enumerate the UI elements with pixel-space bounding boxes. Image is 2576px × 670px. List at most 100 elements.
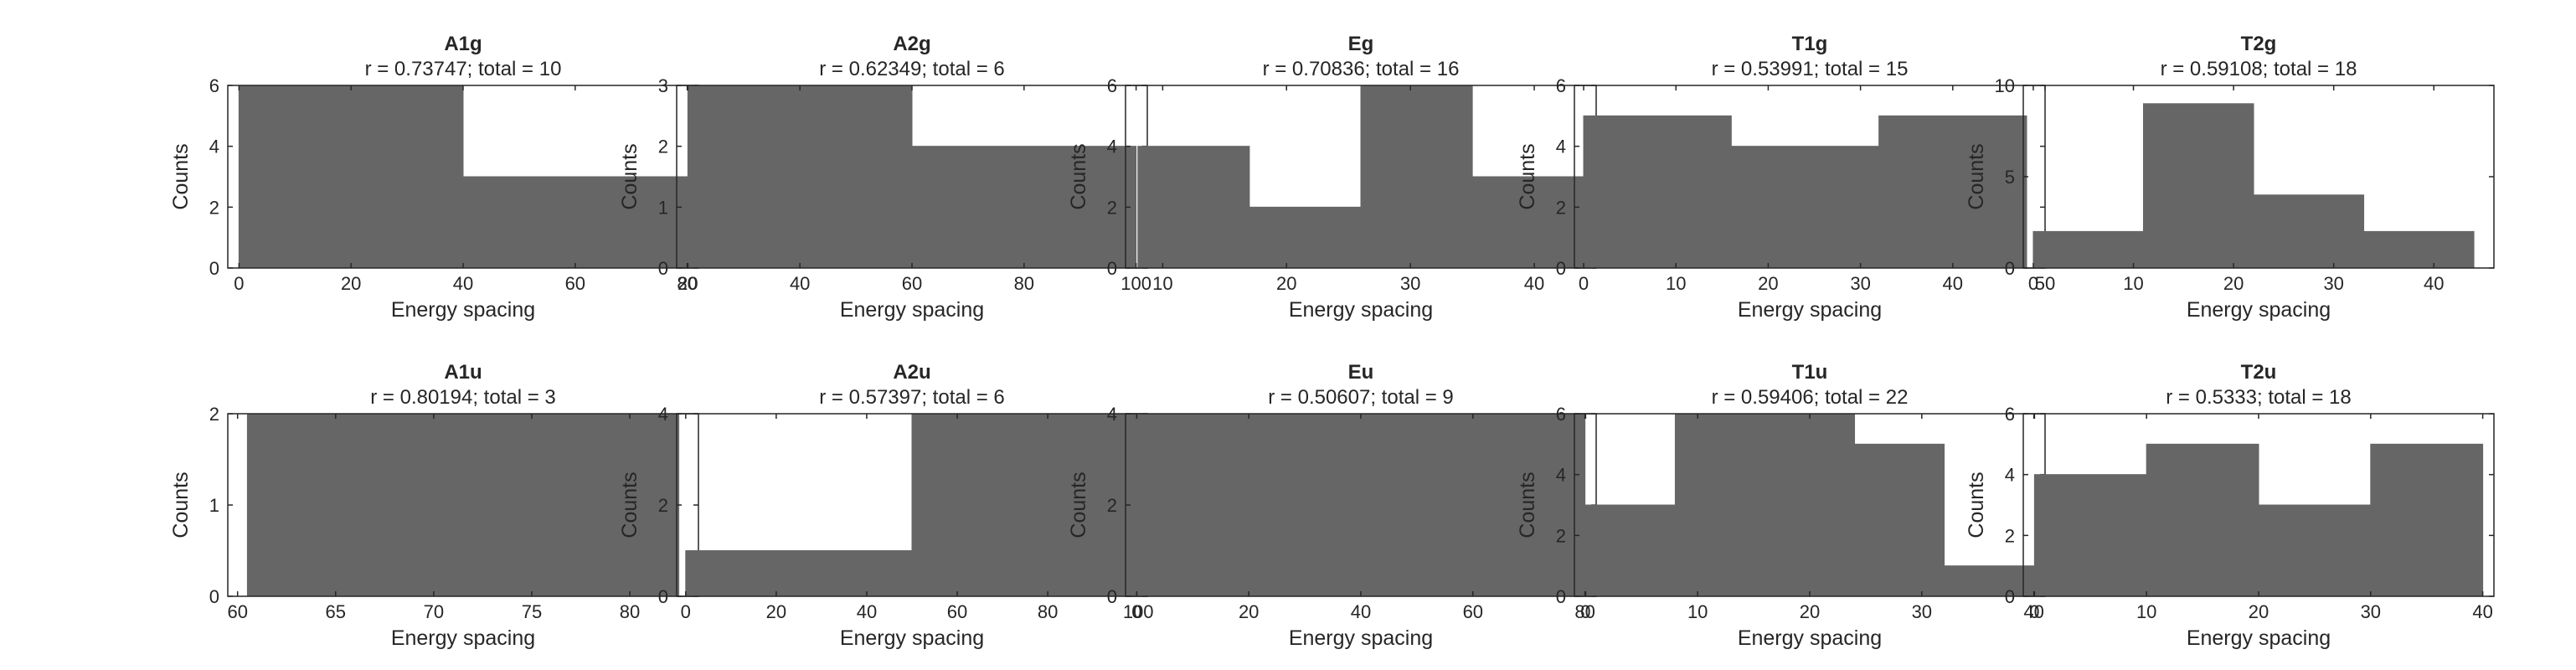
x-tick-label: 40 xyxy=(453,273,473,294)
subplot-title: T1u xyxy=(1792,361,1828,384)
y-axis-label: Counts xyxy=(1516,143,1539,209)
x-tick-label: 40 xyxy=(2472,601,2492,622)
x-tick-label: 20 xyxy=(1800,601,1820,622)
y-tick-label: 2 xyxy=(658,495,668,516)
x-tick-label: 60 xyxy=(902,273,922,294)
y-axis-label: Counts xyxy=(169,143,193,209)
histogram-bar xyxy=(1854,443,1945,597)
x-tick-label: 20 xyxy=(1276,273,1296,294)
y-tick-label: 0 xyxy=(1556,586,1566,607)
histogram-bar xyxy=(2033,474,2147,597)
y-tick-label: 2 xyxy=(209,404,219,425)
subplot-subtitle: r = 0.62349; total = 6 xyxy=(819,58,1005,80)
y-tick-label: 1 xyxy=(209,495,219,516)
subplot-title: A1g xyxy=(444,33,482,55)
x-tick-label: 10 xyxy=(2136,601,2156,622)
subplot-title: T1g xyxy=(1792,33,1828,55)
y-tick-label: 2 xyxy=(1556,197,1566,218)
y-tick-label: 2 xyxy=(1556,525,1566,546)
x-tick-label: 20 xyxy=(1239,601,1259,622)
x-tick-label: 20 xyxy=(341,273,361,294)
y-axis-label: Counts xyxy=(1516,472,1539,538)
histogram-bar xyxy=(1137,146,1250,269)
x-tick-label: 40 xyxy=(1351,601,1371,622)
x-tick-label: 10 xyxy=(2123,273,2143,294)
y-tick-label: 0 xyxy=(209,258,219,279)
subplot-t2g: 0 10 20 30 40 0 5 10 T2g r = 0.59108; total = 18 E… xyxy=(1965,33,2495,322)
subplot-title: A2g xyxy=(893,33,930,55)
histogram-bar xyxy=(246,413,680,597)
histogram-bar xyxy=(911,413,1139,597)
y-axis-label: Counts xyxy=(169,472,193,538)
y-tick-label: 4 xyxy=(1107,137,1117,157)
histogram-bar xyxy=(1360,85,1473,269)
x-axis-label: Energy spacing xyxy=(840,298,984,322)
x-tick-label: 40 xyxy=(1943,273,1963,294)
y-tick-label: 0 xyxy=(1107,258,1117,279)
y-axis-label: Counts xyxy=(618,143,641,209)
x-tick-label: 60 xyxy=(227,601,247,622)
subplot-subtitle: r = 0.59406; total = 22 xyxy=(1712,386,1909,409)
histogram-bar xyxy=(1944,565,2035,597)
x-tick-label: 20 xyxy=(2223,273,2244,294)
subplot-title: Eu xyxy=(1348,361,1374,384)
x-tick-label: 20 xyxy=(2249,601,2269,622)
x-tick-label: 80 xyxy=(620,601,640,622)
y-axis-label: Counts xyxy=(618,472,641,538)
histogram-bar xyxy=(685,550,913,597)
x-tick-label: 100 xyxy=(1121,273,1151,294)
x-tick-label: 60 xyxy=(947,601,967,622)
histogram-bar xyxy=(1249,206,1362,269)
histogram-bar xyxy=(1583,115,1732,269)
x-tick-label: 10 xyxy=(1152,273,1172,294)
histogram-bar xyxy=(1584,504,1676,597)
histogram-bar xyxy=(1674,413,1765,597)
histogram-bar xyxy=(462,176,688,269)
y-tick-label: 4 xyxy=(1556,137,1566,157)
x-tick-label: 30 xyxy=(1912,601,1932,622)
x-tick-label: 0 xyxy=(681,601,691,622)
histogram-bar xyxy=(1764,413,1856,597)
subplot-subtitle: r = 0.70836; total = 16 xyxy=(1263,58,1460,80)
x-tick-label: 0 xyxy=(1579,273,1589,294)
y-axis-label: Counts xyxy=(1965,143,1988,209)
y-tick-label: 6 xyxy=(2005,404,2015,425)
histogram-bar xyxy=(2032,230,2144,269)
y-tick-label: 5 xyxy=(2005,167,2015,188)
y-tick-label: 1 xyxy=(658,197,668,218)
histogram-bar xyxy=(1730,146,1880,269)
histogram-bar xyxy=(2370,443,2484,597)
x-tick-label: 40 xyxy=(2023,601,2043,622)
x-tick-label: 75 xyxy=(522,601,542,622)
x-tick-label: 40 xyxy=(857,601,877,622)
y-tick-label: 4 xyxy=(2005,465,2015,486)
subplot-subtitle: r = 0.73747; total = 10 xyxy=(365,58,562,80)
y-tick-label: 10 xyxy=(1995,75,2015,96)
y-tick-label: 0 xyxy=(2005,586,2015,607)
histogram-bar xyxy=(2146,443,2259,597)
histogram-bar xyxy=(1878,115,2027,269)
histogram-bar xyxy=(1136,413,1586,597)
y-tick-label: 2 xyxy=(1107,197,1117,218)
x-tick-label: 30 xyxy=(1400,273,1420,294)
y-tick-label: 4 xyxy=(1556,465,1566,486)
y-tick-label: 2 xyxy=(658,137,668,157)
y-tick-label: 6 xyxy=(1556,404,1566,425)
x-tick-label: 0 xyxy=(1580,601,1590,622)
subplot-subtitle: r = 0.80194; total = 3 xyxy=(370,386,556,409)
y-tick-label: 3 xyxy=(658,75,668,96)
histogram-bar xyxy=(238,85,464,269)
y-tick-label: 2 xyxy=(1107,495,1117,516)
y-axis-label: Counts xyxy=(1067,472,1090,538)
x-tick-label: 20 xyxy=(766,601,786,622)
y-tick-label: 0 xyxy=(2005,258,2015,279)
subplot-subtitle: r = 0.59108; total = 18 xyxy=(2161,58,2357,80)
